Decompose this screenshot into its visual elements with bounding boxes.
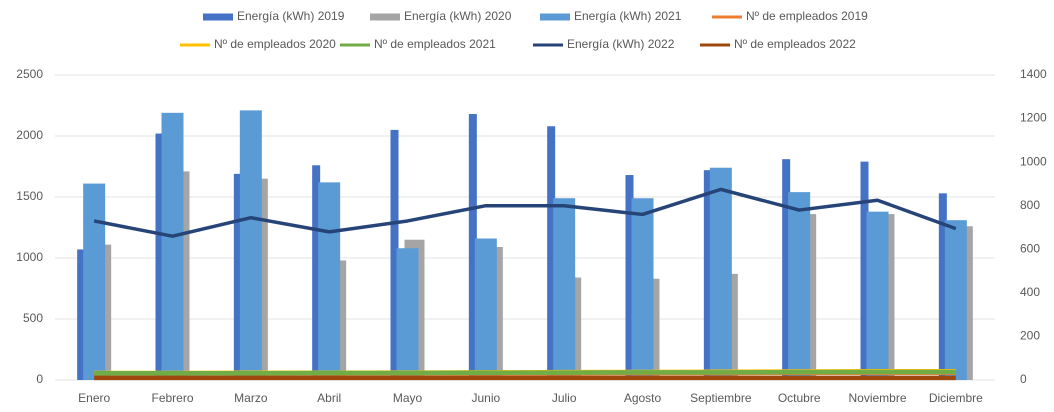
bar	[474, 238, 497, 380]
bar	[468, 114, 477, 380]
y-tick-label: 1000	[16, 250, 43, 264]
bar	[860, 161, 869, 380]
x-tick-label: Noviembre	[848, 391, 906, 405]
y-tick-label: 0	[36, 372, 43, 386]
line-series	[94, 369, 956, 376]
x-tick-label: Febrero	[151, 391, 193, 405]
y-tick-label: 2000	[16, 128, 43, 142]
y2-tick-label: 0	[1020, 372, 1027, 386]
bar	[83, 183, 106, 380]
bar	[944, 220, 967, 380]
bar	[239, 110, 262, 380]
y-tick-label: 500	[23, 311, 43, 325]
legend-label: Energía (kWh) 2019	[237, 9, 345, 23]
legend-label: Energía (kWh) 2020	[404, 9, 512, 23]
legend-label: Nº de empleados 2020	[214, 37, 336, 51]
x-tick-label: Diciembre	[929, 391, 983, 405]
y2-tick-label: 1400	[1020, 67, 1047, 81]
bar	[631, 198, 654, 380]
legend-label: Nº de empleados 2019	[746, 9, 868, 23]
y-tick-label: 2500	[16, 67, 43, 81]
bar	[788, 192, 811, 380]
bar	[703, 170, 712, 380]
legend-label: Energía (kWh) 2022	[567, 37, 675, 51]
bar	[782, 159, 791, 380]
x-tick-label: Agosto	[624, 391, 662, 405]
bar	[547, 126, 556, 381]
y-tick-label: 1500	[16, 189, 43, 203]
x-tick-label: Julio	[552, 391, 577, 405]
y2-tick-label: 800	[1020, 198, 1040, 212]
x-tick-label: Mayo	[393, 391, 423, 405]
bar	[233, 173, 242, 380]
x-tick-label: Marzo	[234, 391, 268, 405]
y2-tick-label: 1000	[1020, 154, 1047, 168]
bar	[938, 193, 947, 380]
y2-tick-label: 200	[1020, 329, 1040, 343]
bar	[155, 133, 164, 380]
bar	[312, 165, 321, 380]
x-tick-label: Enero	[78, 391, 110, 405]
y2-tick-label: 600	[1020, 241, 1040, 255]
bar	[709, 167, 732, 380]
x-tick-label: Septiembre	[690, 391, 752, 405]
x-tick-label: Abril	[317, 391, 341, 405]
bar	[866, 211, 889, 380]
x-tick-label: Junio	[471, 391, 500, 405]
bar	[553, 198, 576, 380]
legend-label: Energía (kWh) 2021	[574, 9, 682, 23]
x-tick-label: Octubre	[778, 391, 821, 405]
bar	[625, 175, 634, 380]
bar	[396, 248, 419, 380]
bar	[77, 249, 86, 380]
y2-tick-label: 1200	[1020, 111, 1047, 125]
legend-label: Nº de empleados 2021	[374, 37, 496, 51]
legend-label: Nº de empleados 2022	[734, 37, 856, 51]
bar	[161, 112, 184, 380]
line-series	[93, 187, 957, 238]
bar	[390, 129, 399, 380]
y2-tick-label: 400	[1020, 285, 1040, 299]
bar	[318, 182, 341, 380]
